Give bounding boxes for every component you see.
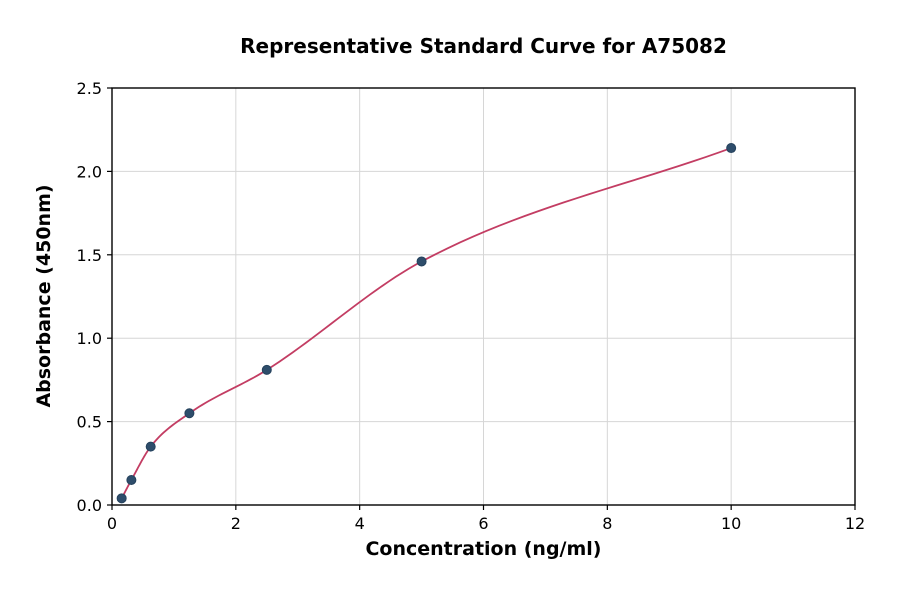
chart-title: Representative Standard Curve for A75082 bbox=[240, 34, 727, 58]
y-tick-label: 0.0 bbox=[77, 496, 102, 515]
data-point bbox=[126, 474, 137, 485]
y-tick-label: 2.0 bbox=[77, 162, 102, 181]
data-point bbox=[261, 364, 272, 375]
fit-curve bbox=[120, 147, 732, 499]
data-point bbox=[416, 256, 427, 267]
x-tick-label: 4 bbox=[355, 514, 365, 533]
y-tick-label: 0.5 bbox=[77, 413, 102, 432]
y-tick-label: 2.5 bbox=[77, 79, 102, 98]
data-point bbox=[726, 143, 737, 154]
x-tick-label: 8 bbox=[602, 514, 612, 533]
y-tick-label: 1.0 bbox=[77, 329, 102, 348]
x-tick-label: 0 bbox=[107, 514, 117, 533]
data-point bbox=[184, 408, 195, 419]
x-tick-label: 2 bbox=[231, 514, 241, 533]
data-point bbox=[116, 493, 127, 504]
x-tick-label: 10 bbox=[721, 514, 741, 533]
x-tick-label: 12 bbox=[845, 514, 865, 533]
y-tick-label: 1.5 bbox=[77, 246, 102, 265]
x-tick-label: 6 bbox=[478, 514, 488, 533]
plot-border bbox=[111, 87, 856, 506]
data-point bbox=[145, 441, 156, 452]
x-axis-label: Concentration (ng/ml) bbox=[365, 538, 602, 560]
